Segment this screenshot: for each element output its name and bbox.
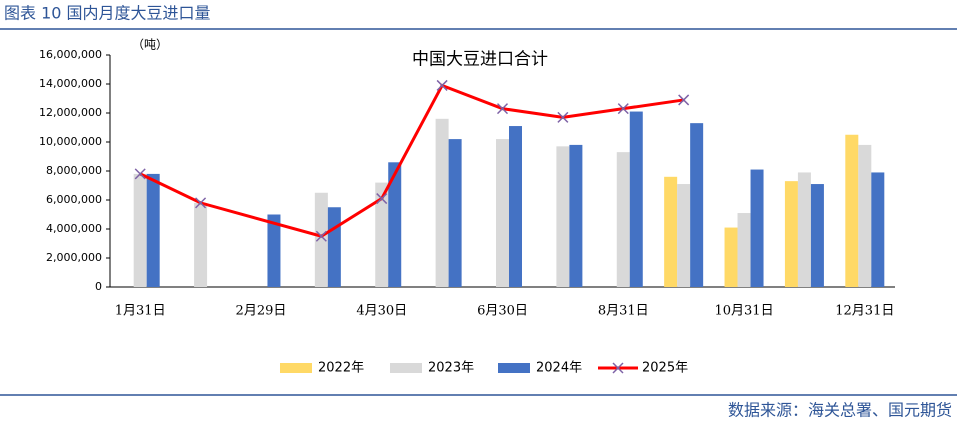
bar xyxy=(569,144,583,287)
x-tick-label: 2月29日 xyxy=(236,304,287,319)
line-marker xyxy=(436,79,448,91)
x-tick-label: 10月31日 xyxy=(714,304,773,319)
legend-swatch xyxy=(280,363,312,373)
bar xyxy=(810,184,824,287)
line-marker xyxy=(557,111,569,123)
bar xyxy=(509,126,522,287)
line-series xyxy=(139,83,684,238)
line-marker xyxy=(617,103,629,115)
bar xyxy=(737,213,751,287)
legend-marker xyxy=(612,362,624,374)
y-unit-label: （吨） xyxy=(132,38,168,52)
bar xyxy=(858,144,872,287)
y-tick-label: 8,000,000 xyxy=(46,164,102,177)
bar xyxy=(388,162,402,287)
line-marker xyxy=(678,94,690,106)
bar xyxy=(797,172,811,287)
y-tick-label: 14,000,000 xyxy=(39,77,102,90)
y-tick-label: 16,000,000 xyxy=(39,48,102,61)
y-tick-label: 4,000,000 xyxy=(46,222,102,235)
header-title: 图表 10 国内月度大豆进口量 xyxy=(4,4,211,23)
y-tick-label: 2,000,000 xyxy=(46,251,102,264)
legend-swatch xyxy=(390,363,422,373)
bar xyxy=(677,184,691,287)
bar xyxy=(314,192,328,287)
bar xyxy=(871,172,885,287)
footer-source: 数据来源：海关总署、国元期货 xyxy=(728,401,952,420)
bar xyxy=(556,146,570,287)
y-tick-label: 12,000,000 xyxy=(39,106,102,119)
bar xyxy=(448,139,462,287)
bar xyxy=(435,118,449,287)
bar xyxy=(133,173,147,287)
x-tick-label: 6月30日 xyxy=(477,304,528,319)
x-tick-label: 8月31日 xyxy=(598,304,649,319)
bar xyxy=(327,207,341,287)
x-tick-label: 12月31日 xyxy=(835,304,894,319)
line-marker xyxy=(195,197,207,209)
bar xyxy=(664,176,678,287)
bar xyxy=(629,111,643,287)
bar xyxy=(146,173,160,287)
legend-label: 2023年 xyxy=(428,361,474,376)
bar xyxy=(690,123,704,288)
bar xyxy=(750,169,764,287)
y-tick-label: 0 xyxy=(95,280,102,293)
legend-label: 2024年 xyxy=(536,361,582,376)
line-marker xyxy=(376,193,388,205)
bar xyxy=(724,227,738,287)
x-tick-label: 4月30日 xyxy=(356,304,407,319)
y-tick-label: 10,000,000 xyxy=(39,135,102,148)
bar xyxy=(496,139,509,287)
bar xyxy=(194,202,208,287)
legend-label: 2022年 xyxy=(318,361,364,376)
line-marker xyxy=(496,103,509,115)
bar xyxy=(375,182,389,287)
legend-swatch xyxy=(498,363,530,373)
bar xyxy=(784,181,798,287)
chart-title: 中国大豆进口合计 xyxy=(412,50,548,70)
line-marker xyxy=(134,168,146,180)
bar xyxy=(845,134,859,287)
x-tick-label: 1月31日 xyxy=(115,304,166,319)
y-tick-label: 6,000,000 xyxy=(46,193,102,206)
legend-label: 2025年 xyxy=(642,361,688,376)
bar xyxy=(267,214,281,287)
line-marker xyxy=(315,230,327,242)
bar xyxy=(616,152,630,287)
